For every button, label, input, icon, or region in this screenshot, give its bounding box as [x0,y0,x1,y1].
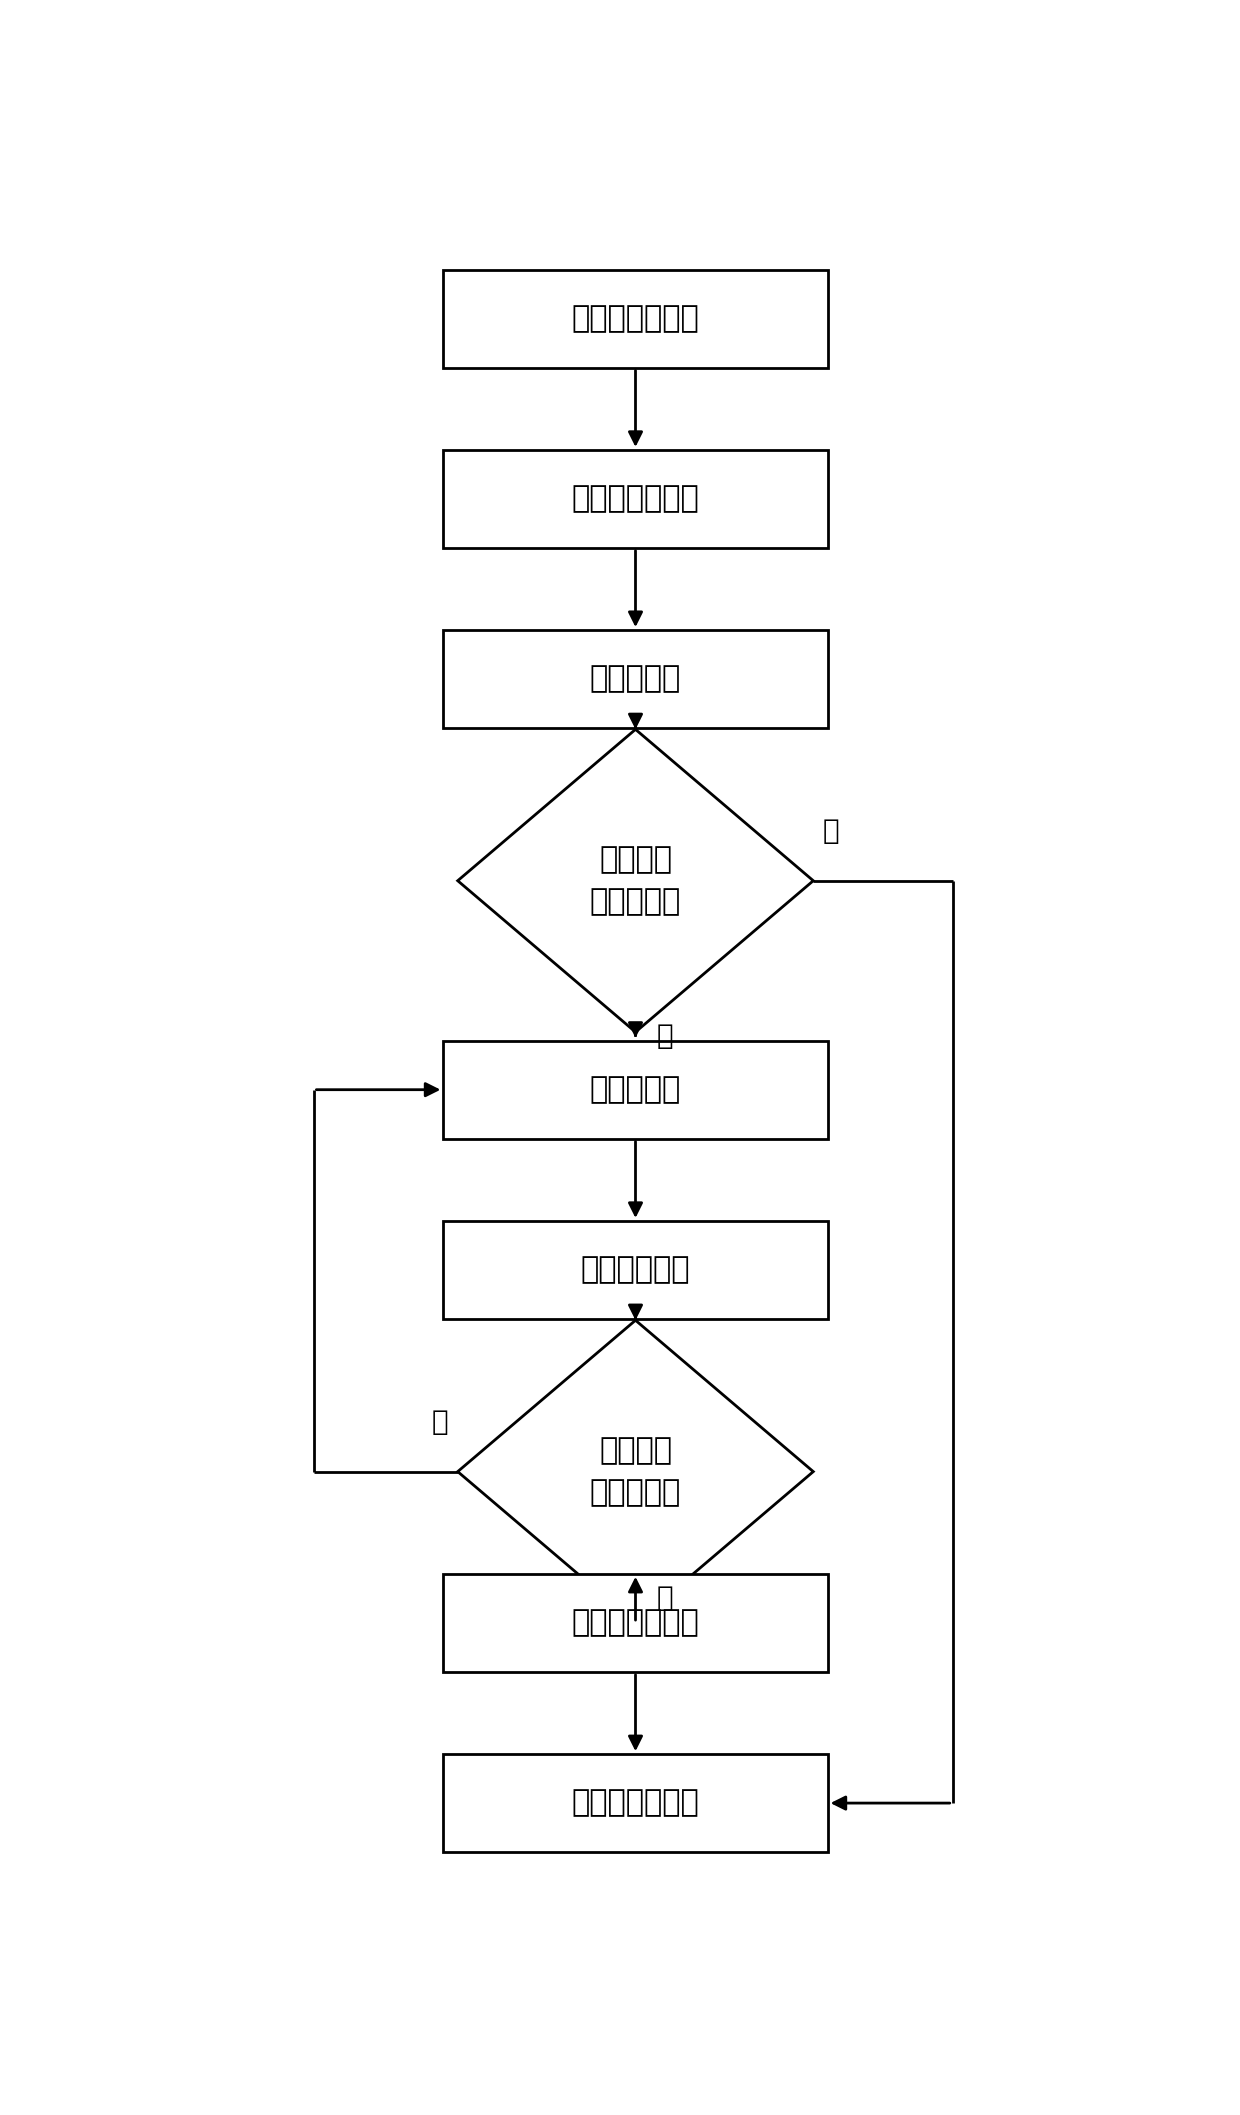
Text: 否: 否 [657,1022,673,1051]
Bar [444,1220,828,1320]
Bar [444,630,828,728]
Text: 再维修变压器: 再维修变压器 [580,1256,691,1284]
Text: 是: 是 [657,1584,673,1612]
Text: 学习故障案例库: 学习故障案例库 [572,1789,699,1817]
Text: 检索故障案例库: 检索故障案例库 [572,484,699,514]
Bar [444,1041,828,1138]
Text: 是: 是 [823,816,839,844]
Polygon shape [458,1320,813,1622]
Bar [444,269,828,368]
Text: 修正案例库: 修正案例库 [590,1074,681,1104]
Text: 建立故障案例库: 建立故障案例库 [572,305,699,334]
Text: 维修变压器: 维修变压器 [590,664,681,694]
Text: 更新故障案例库: 更新故障案例库 [572,1607,699,1637]
Polygon shape [458,730,813,1032]
Text: 否: 否 [432,1409,448,1436]
Text: 变压器故
障是否解决: 变压器故 障是否解决 [590,844,681,916]
Text: 变压器故
障是否解决: 变压器故 障是否解决 [590,1436,681,1508]
Bar [444,450,828,548]
Bar [444,1574,828,1673]
Bar [444,1753,828,1853]
